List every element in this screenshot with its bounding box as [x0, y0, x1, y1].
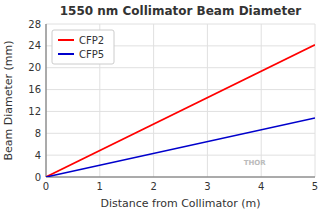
x-tick-label: 5 — [312, 181, 318, 192]
x-tick-label: 0 — [43, 181, 49, 192]
y-tick-label: 8 — [35, 128, 41, 139]
y-grid-line — [46, 24, 315, 25]
x-tick-label: 2 — [150, 181, 156, 192]
series-group — [46, 45, 315, 177]
y-grid-line — [46, 155, 315, 156]
x-tick-label: 1 — [97, 181, 103, 192]
y-axis-label: Beam Diameter (mm) — [2, 40, 15, 160]
x-axis-label: Distance from Collimator (m) — [100, 197, 260, 210]
x-grid-line — [207, 24, 208, 177]
y-tick-label: 4 — [35, 150, 41, 161]
title: 1550 nm Collimator Beam Diameter — [60, 4, 302, 18]
y-tick-label: 12 — [28, 106, 41, 117]
x-axis-line — [46, 177, 315, 178]
y-axis-line — [46, 24, 47, 177]
y-grid-line — [46, 89, 315, 90]
x-grid-line — [46, 24, 47, 177]
y-grid-line — [46, 133, 315, 134]
y-tick-label: 0 — [35, 172, 41, 183]
legend-label: CFP5 — [79, 49, 104, 60]
legend-swatch — [58, 53, 74, 55]
y-grid-line — [46, 177, 315, 178]
chart: 0481216202428012345THOR1550 nm Collimato… — [0, 0, 325, 213]
legend-swatch — [58, 39, 74, 41]
series-line — [46, 118, 315, 177]
legend-label: CFP2 — [79, 35, 104, 46]
watermark: THOR — [244, 159, 267, 167]
y-grid-line — [46, 67, 315, 68]
x-tick-label: 4 — [258, 181, 264, 192]
grid — [46, 24, 315, 177]
x-grid-line — [315, 24, 316, 177]
y-tick-label: 24 — [28, 40, 41, 51]
y-tick-label: 16 — [28, 84, 41, 95]
series-line — [46, 45, 315, 177]
y-tick-label: 20 — [28, 62, 41, 73]
x-tick-label: 3 — [204, 181, 210, 192]
legend-box — [52, 30, 114, 64]
legend: CFP2 CFP5 — [52, 30, 114, 64]
y-tick-label: 28 — [28, 19, 41, 30]
x-grid-line — [261, 24, 262, 177]
